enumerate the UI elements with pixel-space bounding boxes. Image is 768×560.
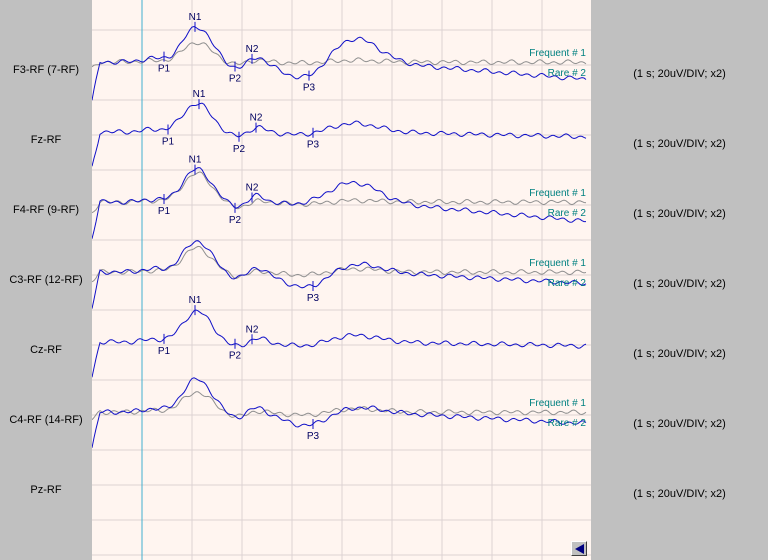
frequent-trace-label: Frequent # 1 <box>529 48 586 59</box>
traces <box>92 25 587 448</box>
left-triangle-icon <box>575 544 584 554</box>
peak-label: P1 <box>158 206 171 217</box>
channel-label-fz: Fz-RF <box>30 134 62 146</box>
frequent-trace <box>92 391 587 421</box>
channel-label-cz: Cz-RF <box>30 344 62 356</box>
peak-label: N2 <box>250 113 263 124</box>
frequent-trace-label: Frequent # 1 <box>529 398 586 409</box>
channel-label-c4: C4-RF (14-RF) <box>9 414 83 426</box>
rare-trace <box>92 102 587 167</box>
rare-trace-label: Rare # 2 <box>548 418 587 429</box>
peak-label: N2 <box>246 183 259 194</box>
channel-scale-fz: (1 s; 20uV/DIV; x2) <box>633 138 726 150</box>
channel-label-panel <box>0 0 92 560</box>
peak-label: N2 <box>246 324 259 335</box>
rare-trace-label: Rare # 2 <box>548 68 587 79</box>
channel-scale-f4: (1 s; 20uV/DIV; x2) <box>633 208 726 220</box>
rare-trace <box>92 240 587 309</box>
rare-trace <box>92 167 586 239</box>
peak-label: P1 <box>162 137 175 148</box>
peak-label: P2 <box>229 351 242 362</box>
rare-trace <box>92 377 587 448</box>
peak-label: P2 <box>233 144 246 155</box>
grid-lines <box>92 0 591 560</box>
peak-label: N2 <box>246 44 259 55</box>
peak-label: P3 <box>307 293 320 304</box>
frequent-trace-label: Frequent # 1 <box>529 188 586 199</box>
frequent-trace-label: Frequent # 1 <box>529 258 586 269</box>
channel-scale-f3: (1 s; 20uV/DIV; x2) <box>633 68 726 80</box>
rare-trace <box>92 309 587 378</box>
scale-panel <box>591 0 768 560</box>
channel-label-pz: Pz-RF <box>30 484 62 496</box>
channel-label-c3: C3-RF (12-RF) <box>9 274 83 286</box>
rare-trace <box>92 25 587 101</box>
waveform-plot: P1 N1 P2 N2 P3 P1 N1 P2 N2 P3 P1 N1 P2 N2 P3 N1 P1 P2 N2 P3… <box>92 0 591 560</box>
rare-trace-label: Rare # 2 <box>548 278 587 289</box>
scroll-left-button[interactable] <box>571 541 587 556</box>
peak-label: P1 <box>158 346 171 357</box>
peak-label: N1 <box>189 155 202 166</box>
channel-scale-pz: (1 s; 20uV/DIV; x2) <box>633 488 726 500</box>
peak-label: P1 <box>158 64 171 75</box>
peak-label: P2 <box>229 215 242 226</box>
peak-label: N1 <box>193 89 206 100</box>
trace-labels: Frequent # 1 Rare # 2 Frequent # 1 Rare # 2… <box>529 48 586 429</box>
channel-label-f3: F3-RF (7-RF) <box>13 64 79 76</box>
channel-label-f4: F4-RF (9-RF) <box>13 204 79 216</box>
peak-label: N1 <box>189 295 202 306</box>
peak-label: P3 <box>303 83 316 94</box>
rare-trace-label: Rare # 2 <box>548 208 587 219</box>
peak-label: P3 <box>307 140 320 151</box>
channel-scale-c3: (1 s; 20uV/DIV; x2) <box>633 278 726 290</box>
channel-scale-c4: (1 s; 20uV/DIV; x2) <box>633 418 726 430</box>
channel-scale-cz: (1 s; 20uV/DIV; x2) <box>633 348 726 360</box>
peak-label: P2 <box>229 73 242 84</box>
peak-markers: P1 N1 P2 N2 P3 P1 N1 P2 N2 P3 P1 N1 P2 N2 P3 N1 P1 P2 N2 P3 <box>158 12 320 442</box>
peak-label: P3 <box>307 431 320 442</box>
peak-label: N1 <box>189 12 202 23</box>
frequent-trace <box>92 42 587 68</box>
